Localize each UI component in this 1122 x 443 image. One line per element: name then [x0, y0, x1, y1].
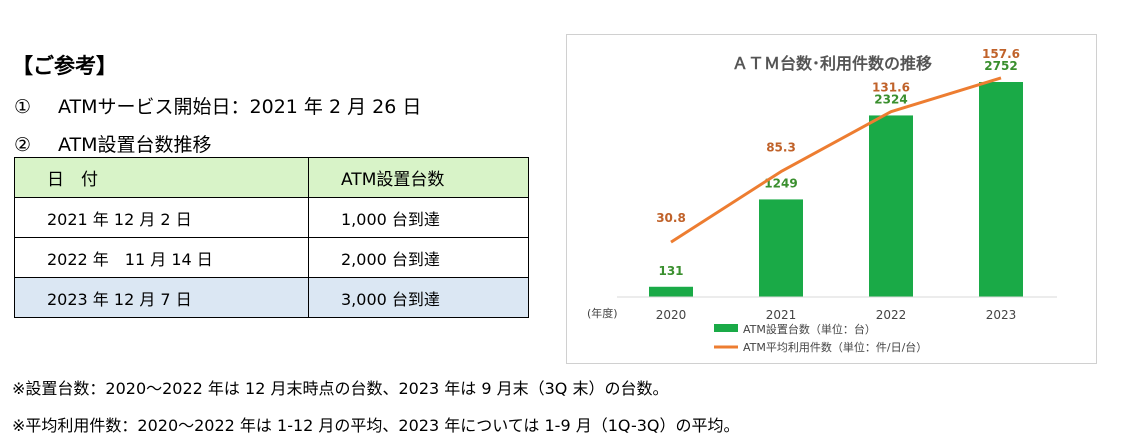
chart-title: ＡＴＭ台数･利用件数の推移: [732, 54, 932, 73]
bar-2020: [649, 286, 693, 297]
header-atm-count: ATM設置台数: [308, 157, 529, 198]
bar-2021: [759, 199, 803, 297]
table-row: 2023 年 12 月 7 日 3,000 台到達: [14, 277, 529, 318]
note-installation: ※設置台数：2020～2022 年は 12 月末時点の台数、2023 年は 9 …: [12, 379, 669, 398]
line-label-2022: 131.6: [872, 81, 910, 95]
row-date: 2021 年 12 月 2 日: [14, 197, 309, 238]
legend-label-bar: ATM設置台数（単位：台）: [743, 322, 876, 336]
item-number-2: ②: [14, 134, 32, 156]
header-date: 日 付: [14, 157, 309, 198]
bar-label-2023: 2752: [984, 59, 1017, 73]
installation-trend-item: ② ATM設置台数推移: [14, 130, 212, 157]
item-number-1: ①: [14, 96, 32, 118]
line-average-usage: [670, 76, 1002, 244]
table-header-row: 日 付 ATM設置台数: [14, 157, 529, 198]
atm-milestone-table: 日 付 ATM設置台数 2021 年 12 月 2 日 1,000 台到達 20…: [14, 157, 529, 318]
line-label-2020: 30.8: [656, 211, 686, 225]
bar-2022: [869, 115, 913, 297]
row-count: 2,000 台到達: [308, 237, 529, 278]
x-tick-2022: 2022: [876, 308, 907, 322]
installation-trend-text: ATM設置台数推移: [58, 134, 212, 156]
atm-chart: ＡＴＭ台数･利用件数の推移 131 1249 2324 2752 30.8 85.3 131.…: [566, 34, 1097, 364]
row-count: 3,000 台到達: [308, 277, 529, 318]
legend-swatch-bar: [714, 324, 738, 332]
table-row: 2022 年 11 月 14 日 2,000 台到達: [14, 237, 529, 278]
line-label-2023: 157.6: [982, 47, 1020, 61]
bar-2023: [979, 82, 1023, 297]
row-date: 2022 年 11 月 14 日: [14, 237, 309, 278]
reference-title: 【ご参考】: [12, 54, 117, 78]
bar-label-2021: 1249: [764, 176, 797, 190]
x-tick-2021: 2021: [766, 308, 797, 322]
note-average-usage: ※平均利用件数：2020～2022 年は 1-12 月の平均、2023 年につい…: [12, 416, 740, 435]
legend-label-line: ATM平均利用件数（単位：件/日/台）: [743, 340, 927, 354]
bar-label-2022: 2324: [874, 92, 907, 106]
row-date: 2023 年 12 月 7 日: [14, 277, 309, 318]
bar-label-2020: 131: [658, 264, 683, 278]
x-axis-unit-label: (年度): [587, 306, 618, 320]
line-label-2021: 85.3: [766, 141, 796, 155]
x-tick-2023: 2023: [986, 308, 1017, 322]
x-tick-2020: 2020: [656, 308, 687, 322]
service-start-item: ① ATMサービス開始日：2021 年 2 月 26 日: [14, 92, 421, 119]
row-count: 1,000 台到達: [308, 197, 529, 238]
service-start-text: ATMサービス開始日：2021 年 2 月 26 日: [58, 96, 422, 118]
table-row: 2021 年 12 月 2 日 1,000 台到達: [14, 197, 529, 238]
chart-canvas: ＡＴＭ台数･利用件数の推移 131 1249 2324 2752 30.8 85.3 131.…: [587, 47, 1057, 354]
